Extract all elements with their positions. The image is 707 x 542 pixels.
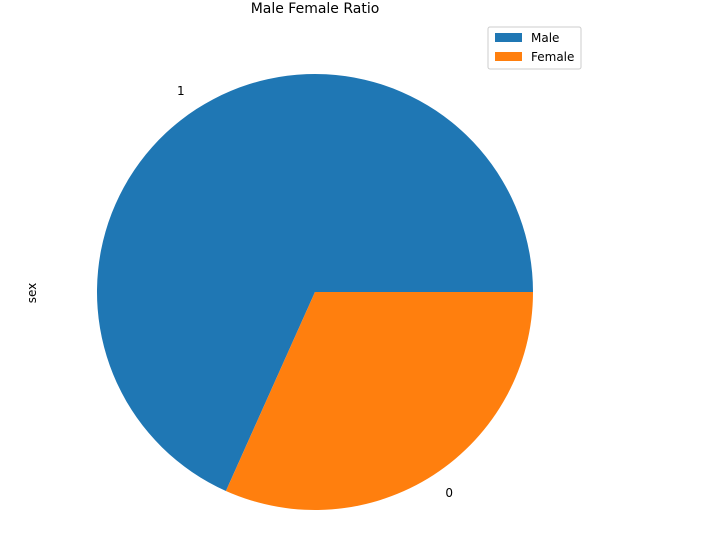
- pie-slice-female: [225, 292, 534, 510]
- legend-label-female: Female: [531, 50, 574, 64]
- y-axis-label: sex: [25, 283, 39, 304]
- legend-swatch-female: [495, 52, 522, 61]
- slice-label-female: 0: [445, 486, 453, 500]
- pie-slices: [96, 73, 534, 510]
- legend-label-male: Male: [531, 31, 559, 45]
- legend: Male Female: [487, 26, 582, 70]
- chart-title: Male Female Ratio: [251, 1, 380, 17]
- slice-labels: 10: [177, 84, 453, 500]
- slice-label-male: 1: [177, 84, 185, 98]
- pie-slice-male: [96, 73, 534, 491]
- legend-swatch-male: [495, 33, 522, 42]
